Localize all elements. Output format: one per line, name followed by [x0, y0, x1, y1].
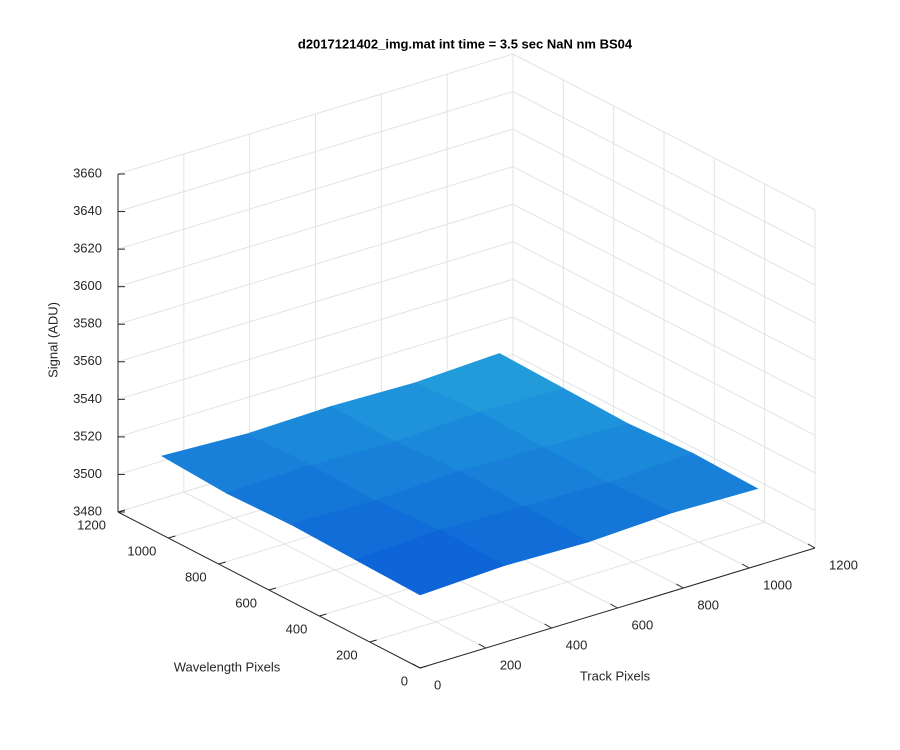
y-tick-label: 1000 — [127, 543, 156, 558]
tick-mark — [412, 663, 421, 669]
tick-mark — [544, 623, 552, 629]
tick-mark — [117, 509, 126, 513]
tick-mark — [610, 603, 618, 609]
tick-mark — [218, 561, 226, 565]
y-tick-label: 200 — [336, 647, 358, 662]
tick-mark — [807, 543, 816, 549]
z-tick-label: 3500 — [73, 466, 102, 481]
z-tick-label: 3540 — [73, 391, 102, 406]
x-tick-label: 200 — [500, 657, 522, 672]
tick-mark — [168, 535, 176, 539]
tick-mark — [478, 643, 487, 649]
x-axis-label: Track Pixels — [580, 668, 651, 683]
y-axis-label: Wavelength Pixels — [174, 659, 281, 674]
z-tick-label: 3640 — [73, 203, 102, 218]
z-tick-label: 3580 — [73, 316, 102, 331]
x-tick-label: 1200 — [829, 557, 858, 572]
tick-mark — [419, 665, 428, 669]
chart-title: d2017121402_img.mat int time = 3.5 sec N… — [298, 36, 633, 51]
x-tick-label: 800 — [697, 597, 719, 612]
tick-mark — [369, 639, 377, 643]
z-tick-label: 3520 — [73, 428, 102, 443]
y-tick-label: 400 — [286, 621, 308, 636]
x-tick-label: 0 — [434, 677, 441, 692]
z-tick-label: 3480 — [73, 503, 102, 518]
z-tick-label: 3660 — [73, 165, 102, 180]
y-tick-label: 600 — [235, 595, 257, 610]
x-tick-label: 400 — [566, 637, 588, 652]
y-tick-label: 1200 — [77, 517, 106, 532]
x-tick-label: 600 — [632, 617, 654, 632]
grid-line — [369, 521, 765, 643]
z-tick-label: 3560 — [73, 353, 102, 368]
tick-mark — [741, 563, 750, 569]
y-tick-label: 0 — [401, 673, 408, 688]
surface-patch — [354, 529, 506, 596]
z-tick-label: 3620 — [73, 241, 102, 256]
x-tick-label: 1000 — [763, 577, 792, 592]
z-axis-label: Signal (ADU) — [45, 302, 60, 378]
y-tick-label: 800 — [185, 569, 207, 584]
tick-mark — [268, 587, 277, 591]
tick-mark — [319, 613, 327, 617]
tick-mark — [676, 583, 684, 589]
z-tick-label: 3600 — [73, 278, 102, 293]
